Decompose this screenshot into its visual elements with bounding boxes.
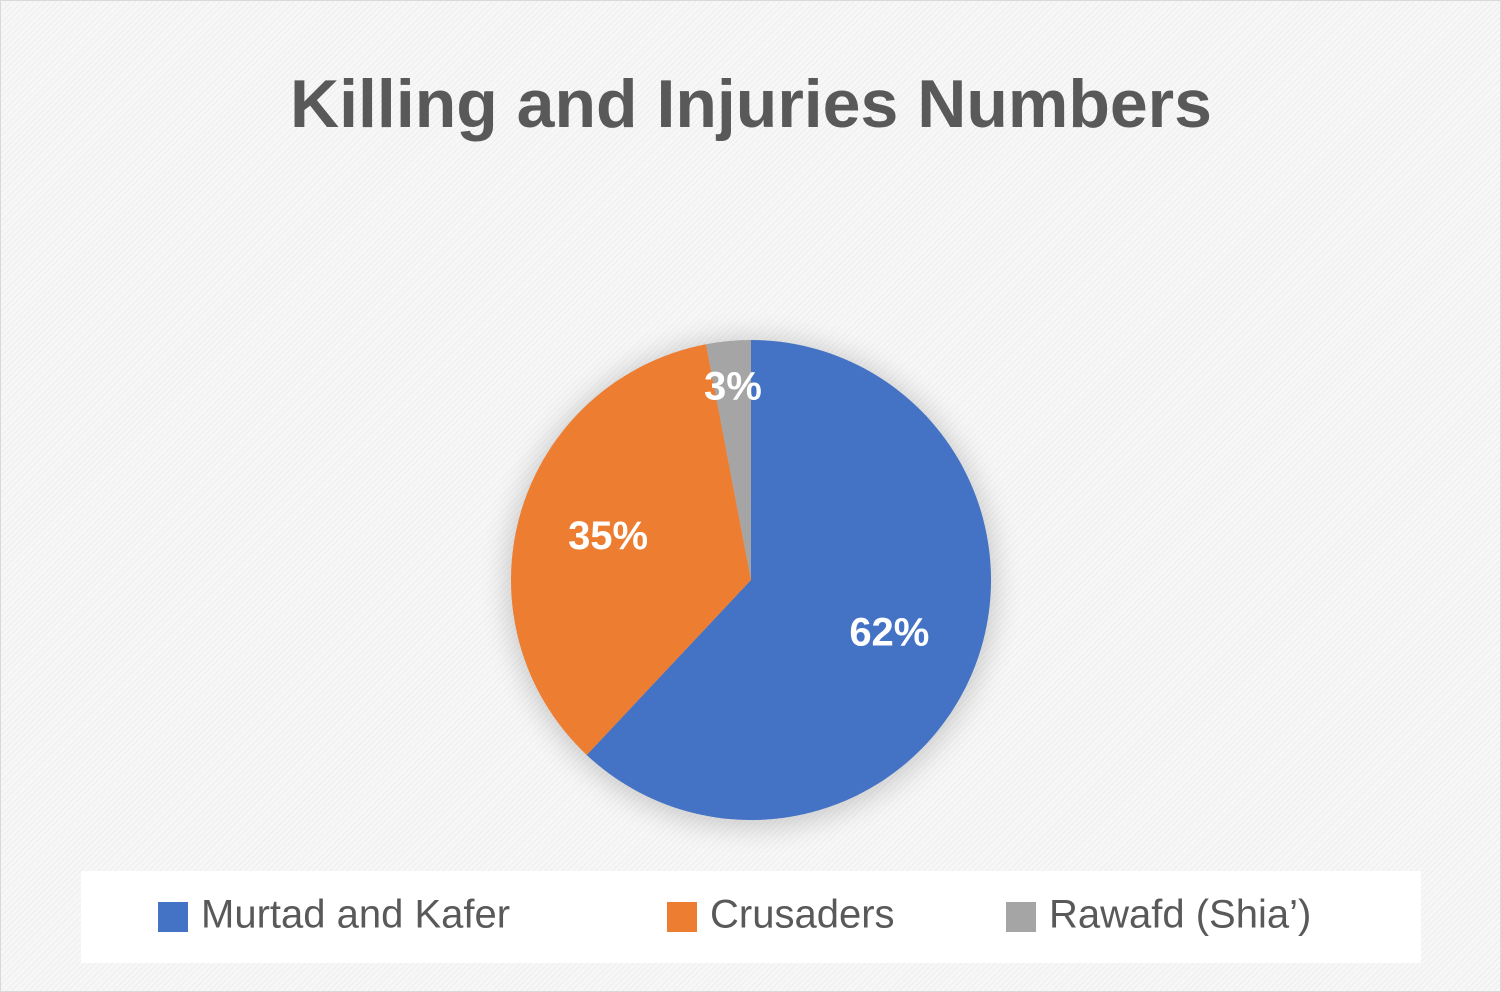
legend-label: Rawafd (Shia’) bbox=[1049, 893, 1311, 937]
legend-label: Crusaders bbox=[710, 893, 895, 937]
data-label: 35% bbox=[568, 514, 648, 558]
chart-title: Killing and Injuries Numbers bbox=[290, 66, 1212, 142]
data-label: 62% bbox=[849, 610, 929, 654]
legend-swatch bbox=[667, 902, 697, 932]
pie-slice bbox=[586, 340, 992, 821]
legend-label: Murtad and Kafer bbox=[201, 893, 510, 937]
legend-box bbox=[81, 871, 1421, 963]
legend-swatch bbox=[158, 902, 188, 932]
pie-slice bbox=[510, 344, 751, 755]
pie-slice bbox=[706, 340, 751, 580]
legend-swatch bbox=[1006, 902, 1036, 932]
data-label: 3% bbox=[704, 364, 762, 408]
